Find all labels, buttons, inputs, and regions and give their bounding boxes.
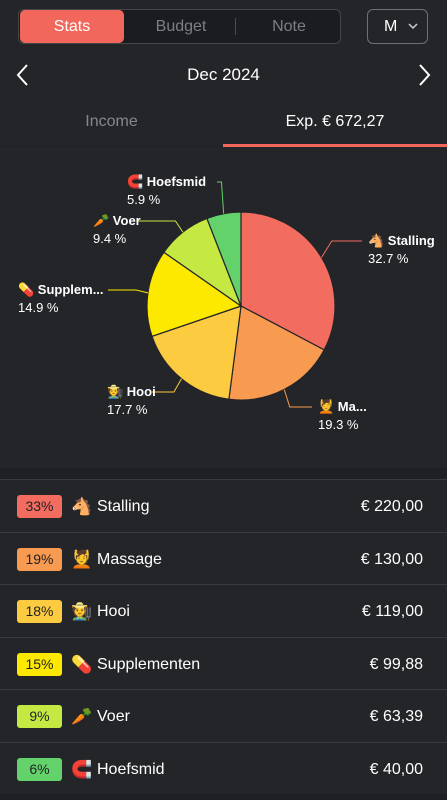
pie-chart-svg: 🐴 Stalling 32.7 % 💆 Ma... 19.3 % 🧑‍🌾 Hooi 17.… <box>18 174 435 432</box>
list-item[interactable]: 19% 💆 Massage € 130,00 <box>0 531 447 584</box>
tab-income[interactable]: Income <box>85 113 138 130</box>
chevron-down-icon <box>408 10 418 57</box>
leader-line-voer <box>138 220 184 233</box>
month-navigation: Dec 2024 <box>0 54 447 96</box>
list-item[interactable]: 15% 💊 Supplementen € 99,88 <box>0 636 447 689</box>
percent-badge: 15% <box>17 652 62 676</box>
percent-badge: 18% <box>17 600 62 623</box>
period-label: M <box>384 18 398 35</box>
percent-badge: 9% <box>17 705 62 728</box>
category-name: Stalling <box>97 498 150 515</box>
active-tab-indicator <box>223 144 447 147</box>
magnet-icon: 🧲 <box>71 759 93 779</box>
slice-label-hooi: 🧑‍🌾 Hooi <box>106 384 156 399</box>
pie-slice-hoefsmid[interactable] <box>206 211 242 307</box>
tab-note[interactable]: Note <box>272 18 306 35</box>
view-segmented-control: Stats Budget Note <box>18 9 341 44</box>
slice-percent-supplementen: 14.9 % <box>18 300 59 315</box>
month-title: Dec 2024 <box>187 65 260 84</box>
category-amount: € 99,88 <box>369 655 423 673</box>
slice-label-voer: 🥕 Voer <box>93 213 141 228</box>
category-amount: € 40,00 <box>369 760 423 778</box>
carrot-icon: 🥕 <box>71 707 93 726</box>
category-name: Voer <box>97 708 130 725</box>
percent-badge: 33% <box>17 495 62 518</box>
slice-label-hoefsmid: 🧲 Hoefsmid <box>127 174 206 189</box>
tab-budget[interactable]: Budget <box>155 18 207 35</box>
expense-pie-chart: 🐴 Stalling 32.7 % 💆 Ma... 19.3 % 🧑‍🌾 Hooi 17.… <box>0 147 447 468</box>
pill-icon: 💊 <box>71 654 93 674</box>
category-list: 33% 🐴 Stalling € 220,00 19% 💆 Massage € … <box>0 479 447 794</box>
segment-divider <box>235 18 236 35</box>
farmer-icon: 🧑‍🌾 <box>71 602 93 621</box>
chevron-right-icon[interactable] <box>409 54 439 96</box>
pie-slice-supplementen[interactable] <box>146 251 243 338</box>
leader-line-massage <box>283 389 312 408</box>
tab-expenses[interactable]: Exp. € 672,27 <box>285 113 385 130</box>
category-name: Hooi <box>97 603 130 620</box>
slice-percent-massage: 19.3 % <box>318 417 359 432</box>
list-item[interactable]: 6% 🧲 Hoefsmid € 40,00 <box>0 741 447 794</box>
horse-icon: 🐴 <box>71 497 93 516</box>
category-name: Supplementen <box>97 655 201 673</box>
massage-icon: 💆 <box>71 549 93 569</box>
slice-percent-hoefsmid: 5.9 % <box>127 192 161 207</box>
category-name: Hoefsmid <box>97 760 165 778</box>
list-item[interactable]: 9% 🥕 Voer € 63,39 <box>0 689 447 742</box>
category-amount: € 220,00 <box>360 498 423 515</box>
category-amount: € 130,00 <box>360 550 423 568</box>
slice-label-supplementen: 💊 Supplem... <box>18 281 104 298</box>
percent-badge: 6% <box>17 757 62 781</box>
percent-badge: 19% <box>17 547 62 571</box>
category-amount: € 119,00 <box>361 603 423 620</box>
slice-percent-hooi: 17.7 % <box>107 402 148 417</box>
summary-tabs: Income Exp. € 672,27 <box>0 96 447 146</box>
list-item[interactable]: 33% 🐴 Stalling € 220,00 <box>0 479 447 532</box>
chevron-left-icon[interactable] <box>8 54 38 96</box>
tab-stats[interactable]: Stats <box>20 10 124 43</box>
category-amount: € 63,39 <box>369 708 423 725</box>
slice-percent-voer: 9.4 % <box>93 231 127 246</box>
leader-line-hooi <box>152 378 182 393</box>
leader-line-hoefsmid <box>217 181 225 214</box>
slice-label-stalling: 🐴 Stalling <box>368 233 435 248</box>
slice-label-massage: 💆 Ma... <box>318 398 367 414</box>
category-name: Massage <box>97 550 162 568</box>
leader-line-supplementen <box>108 289 149 294</box>
pie-slice-massage[interactable] <box>228 305 325 401</box>
leader-line-stalling <box>321 240 362 258</box>
list-item[interactable]: 18% 🧑‍🌾 Hooi € 119,00 <box>0 584 447 637</box>
period-selector[interactable]: M <box>367 9 428 44</box>
top-bar: Stats Budget Note M <box>0 0 447 54</box>
slice-percent-stalling: 32.7 % <box>368 251 409 266</box>
